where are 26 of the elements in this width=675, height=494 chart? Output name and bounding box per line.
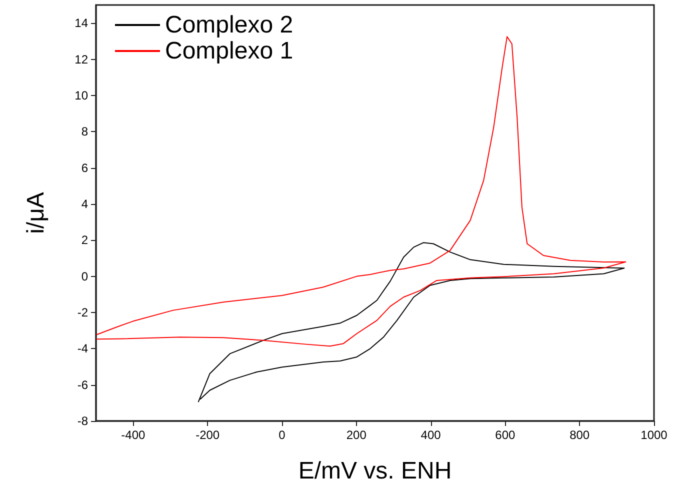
x-tick-label: 600 <box>495 428 516 442</box>
line-series <box>96 36 626 347</box>
y-tick-label: 0 <box>81 269 88 284</box>
y-tick-label: -4 <box>77 342 88 356</box>
y-tick-label: 4 <box>81 196 88 211</box>
y-tick-label: 2 <box>81 233 88 248</box>
x-tick-label: 800 <box>570 428 590 442</box>
y-tick-label: 14 <box>74 16 88 30</box>
y-tick-label: -8 <box>77 414 88 428</box>
x-tick-label: 400 <box>420 428 442 442</box>
y-tick-label: -2 <box>77 305 88 320</box>
x-tick-label: -400 <box>121 428 146 442</box>
x-tick-label: -200 <box>196 428 220 442</box>
x-tick-label: 0 <box>278 428 286 442</box>
line-series <box>198 242 625 403</box>
y-tick-label: 8 <box>81 124 88 139</box>
y-tick-label: 12 <box>74 52 88 66</box>
y-tick-label: 6 <box>81 160 88 175</box>
y-axis-title: i/μA <box>22 192 50 234</box>
legend-label: Complexo 1 <box>165 38 294 64</box>
legend-label: Complexo 2 <box>165 12 294 38</box>
y-tick-label: 10 <box>74 88 88 102</box>
x-tick-label: 1000 <box>640 428 668 442</box>
x-axis-title: E/mV vs. ENH <box>298 458 452 484</box>
y-tick-label: -6 <box>77 378 88 392</box>
x-tick-label: 200 <box>346 428 367 442</box>
